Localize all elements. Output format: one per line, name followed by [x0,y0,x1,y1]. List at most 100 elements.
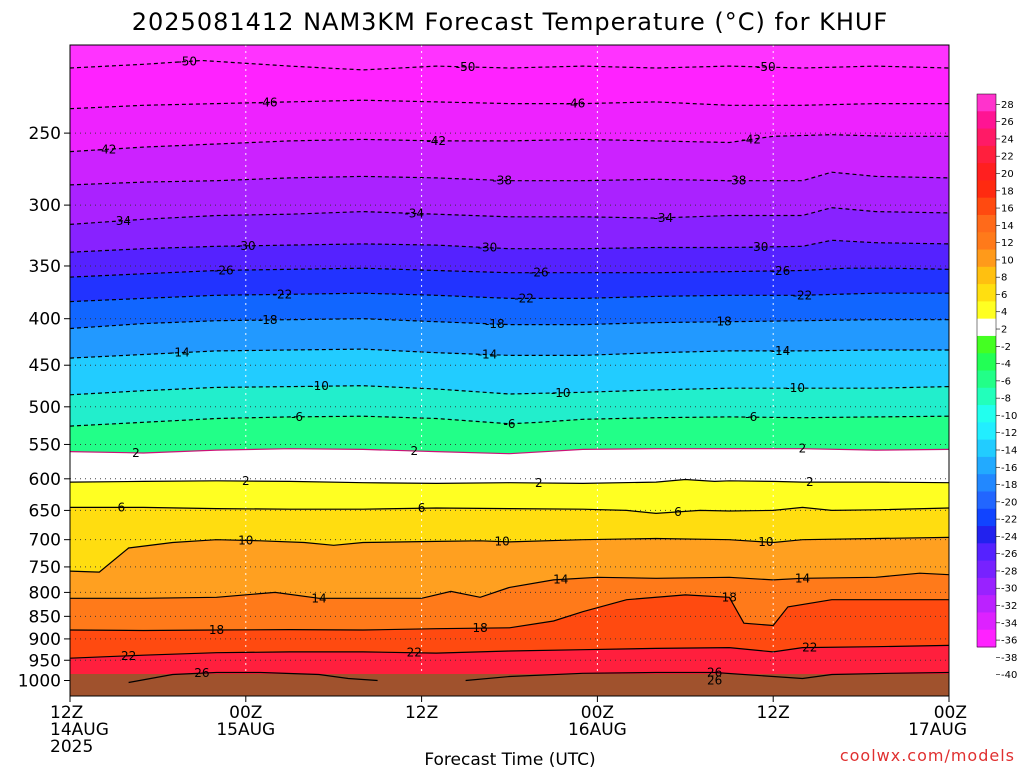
colorbar-label-m18: -18 [1001,480,1017,491]
contour-label-m6-0: -6 [291,410,303,424]
colorbar-label-6: 6 [1001,290,1007,301]
contour-label-m26-2: -26 [771,264,791,278]
colorbar-label-m6: -6 [1001,376,1011,387]
contour-label-22-0: 22 [121,649,136,663]
contour-label-m34-2: -34 [654,211,674,225]
colorbar-swatch-8 [977,232,996,251]
colorbar-swatch-16 [977,370,996,389]
contour-label-m42-2: -42 [741,132,761,146]
colorbar-swatch-24 [977,508,996,527]
colorbar-swatch-26 [977,543,996,562]
contour-18-18 [70,594,949,632]
chart-title: 2025081412 NAM3KM Forecast Temperature (… [132,8,888,36]
x-tick-label-12-0: 00Z [229,703,262,723]
colorbar-swatch-22 [977,474,996,492]
colorbar-swatch-28 [977,577,996,596]
colorbar-swatch-4 [977,163,996,181]
x-tick-label-24-0: 12Z [405,703,438,723]
contour-label-10-1: 10 [495,535,510,549]
contour-label-m6-2: -6 [745,410,757,424]
contour-label-18-0: 18 [209,623,224,637]
colorbar-swatch-17 [977,387,996,406]
colorbar-label-m8: -8 [1001,394,1011,405]
x-tick-label-48-0: 12Z [757,703,790,723]
contour-label-10-0: 10 [238,533,253,547]
x-tick-label-0-0: 12Z [50,703,83,723]
grid-lines [70,45,949,696]
contour-label-m30-1: -30 [478,241,498,255]
x-tick-label-60-0: 00Z [934,703,967,723]
colorbar-swatch-21 [977,456,996,475]
colorbar-swatch-30 [977,612,996,631]
colorbar-label-14: 14 [1001,221,1014,232]
contour-label-m18-1: -18 [485,317,505,331]
y-tick-label-850: 850 [29,607,61,627]
temperature-color-bands [70,45,949,696]
colorbar-swatch-9 [977,249,996,268]
colorbar-swatch-19 [977,422,996,441]
colorbar-swatch-5 [977,180,996,199]
colorbar-label-m32: -32 [1001,601,1017,612]
contour-label-m14-0: -14 [170,346,190,360]
contour-label-m42-1: -42 [426,134,446,148]
colorbar-swatch-31 [977,629,996,648]
contour-label-18-1: 18 [473,621,488,635]
colorbar-swatch-3 [977,145,996,164]
contour-label-14-2: 14 [795,571,810,585]
y-tick-label-450: 450 [29,356,61,376]
plot-frame [69,44,950,697]
colorbar-label-20: 20 [1001,169,1014,180]
y-tick-label-900: 900 [29,630,61,650]
y-tick-label-800: 800 [29,583,61,603]
colorbar-swatch-6 [977,197,996,216]
colorbar-label-8: 8 [1001,273,1007,284]
colorbar-swatch-12 [977,301,996,320]
colorbar-swatch-18 [977,405,996,423]
contour-m34-5 [70,207,949,225]
colorbar-label-m14: -14 [1001,445,1017,456]
colorbar-label-m2: -2 [1001,342,1011,353]
temperature-contours: -54-50 -50 -50-46 -46-42-42 -42-38 -38-34-34-… [70,54,949,688]
contour-label-m22-0: -22 [273,287,293,301]
contour-label-m34-1: -34 [404,206,424,220]
colorbar-label-m10: -10 [1001,411,1017,422]
contour-label-m50-1: -50 [456,60,476,74]
contour-label-m42-0: -42 [97,142,117,156]
contour-label-m26-0: -26 [214,263,234,277]
colorbar-label-m12: -12 [1001,428,1017,439]
y-tick-label-700: 700 [29,531,61,551]
colorbar-swatch-23 [977,491,996,510]
x-tick-label-36-0: 00Z [581,703,614,723]
contour-label-m18-2: -18 [712,315,732,329]
y-tick-label-750: 750 [29,558,61,578]
colorbar-swatch-1 [977,111,996,130]
x-tick-label-36-1: 16AUG [568,720,627,740]
contour-label-14-0: 14 [311,591,326,605]
colorbar-label-m30: -30 [1001,584,1017,595]
y-tick-label-250: 250 [29,124,61,144]
x-tick-label-12-1: 15AUG [216,720,275,740]
contour-label-2-1: 2 [410,444,418,458]
y-tick-label-600: 600 [29,470,61,490]
colorbar-label-m38: -38 [1001,653,1017,664]
contour-label-2-0: 2 [242,474,250,488]
contour-label-26-0: 26 [707,666,722,680]
colorbar-frame [976,93,997,648]
contour-label-2-0: 2 [132,446,140,460]
colorbar-label-26: 26 [1001,117,1014,128]
contour-label-m50-2: -50 [756,60,776,74]
contour-label-6-1: 6 [418,501,426,515]
contour-26-20 [128,671,378,684]
contour-label-m22-2: -22 [793,288,813,302]
temperature-colorbar: 28 26 24 22 20 18 16 14 12 10 8 6 4 2 -2 -4 -6 -8 -10 -12 -1… [976,93,1017,681]
colorbar-swatch-27 [977,560,996,579]
y-tick-label-1000: 1000 [18,672,61,692]
colorbar-label-28: 28 [1001,100,1014,111]
contour-label-26-1: 26 [707,674,722,688]
contour-label-14-1: 14 [553,572,568,586]
contour-m38-4 [70,171,949,186]
contour-label-m10-0: -10 [309,379,329,393]
contour-label-m22-1: -22 [514,291,534,305]
